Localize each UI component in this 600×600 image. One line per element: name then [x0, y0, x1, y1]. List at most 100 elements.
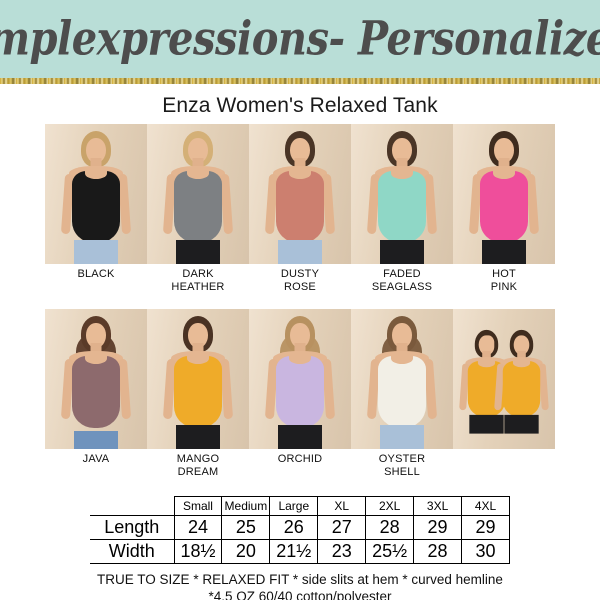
color-photo-dark-heather[interactable]: [147, 124, 249, 264]
model-bottoms: [74, 240, 118, 264]
size-table-row: Width 18½ 20 21½ 23 25½ 28 30: [90, 539, 510, 564]
model-bottoms: [380, 425, 424, 449]
size-measurement-cell: 18½: [173, 539, 223, 564]
model-bottoms: [176, 425, 220, 449]
model-neck: [482, 350, 491, 361]
color-label: HOT PINK: [453, 268, 555, 293]
color-label-line: HOT: [492, 268, 516, 280]
tank-garment: [378, 356, 426, 428]
model-neck: [294, 158, 306, 170]
model-face: [188, 323, 208, 348]
model-neck: [192, 158, 204, 170]
model-bottoms: [504, 414, 539, 434]
size-table-row: Length 24 25 26 27 28 29 29: [90, 515, 510, 540]
model-face: [86, 323, 106, 348]
color-photo-mango-dream[interactable]: [147, 309, 249, 449]
model-neck: [396, 158, 408, 170]
color-label-line: ROSE: [284, 280, 316, 293]
tank-garment: [276, 356, 324, 428]
model-figure: [249, 309, 351, 449]
model-face: [513, 335, 530, 355]
color-label-line: HEATHER: [171, 280, 225, 293]
size-measurement-cell: 25½: [365, 539, 415, 564]
tank-garment: [378, 171, 426, 243]
model-face: [290, 323, 310, 348]
size-table: Small Medium Large XL 2XL 3XL 4XL Length 24 25 26…: [90, 496, 510, 564]
model-bottoms: [278, 425, 322, 449]
color-label-line: DUSTY: [280, 268, 320, 280]
model-bottoms: [278, 240, 322, 264]
color-label-row-1: BLACK DARK HEATHER DUSTY ROSE FADED SEAGLASS HO…: [45, 264, 555, 293]
model-bottoms: [380, 240, 424, 264]
tank-garment: [72, 356, 120, 428]
gold-glitter-divider: [0, 78, 600, 84]
model-figure: [351, 309, 453, 449]
model-face: [86, 138, 106, 163]
color-photo-hot-pink[interactable]: [453, 124, 555, 264]
color-photo-oyster-shell[interactable]: [351, 309, 453, 449]
color-label: BLACK: [45, 268, 147, 293]
model-face: [494, 138, 514, 163]
color-photo-orchid[interactable]: [249, 309, 351, 449]
model-face: [392, 138, 412, 163]
model-face: [392, 323, 412, 348]
size-measurement-cell: 26: [269, 515, 319, 540]
size-column-header: Large: [269, 496, 319, 516]
model-bottoms: [469, 414, 504, 434]
color-label-line: DREAM: [177, 465, 219, 478]
model-figure: [249, 124, 351, 264]
color-label-line: FADED: [383, 268, 421, 280]
color-label-line: PINK: [490, 280, 518, 293]
model-figure: [453, 124, 555, 264]
color-photo-row-2: [45, 309, 555, 449]
product-notes-line-2: *4.5 OZ 60/40 cotton/polyester: [208, 589, 392, 600]
size-table-body: Length 24 25 26 27 28 29 29 Width 18½ 20 21½ 23 25½ 28…: [90, 515, 510, 564]
size-column-header: 4XL: [461, 496, 510, 516]
model-neck: [517, 350, 526, 361]
color-photo-black[interactable]: [45, 124, 147, 264]
color-label-line: OYSTER: [378, 453, 426, 465]
size-measurement-cell: 29: [461, 515, 510, 540]
model-neck: [498, 158, 510, 170]
model-figure: [45, 309, 147, 449]
model-figure: [45, 124, 147, 264]
color-label-line: BLACK: [77, 268, 115, 280]
size-column-header: 3XL: [413, 496, 463, 516]
model-neck: [192, 343, 204, 355]
color-label-line: SEAGLASS: [371, 280, 433, 293]
size-measurement-cell: 28: [413, 539, 463, 564]
size-column-header: Small: [173, 496, 223, 516]
model-bottoms: [74, 431, 118, 449]
brand-banner: Simplexpressions- Personalized!: [0, 0, 600, 78]
tank-garment: [276, 171, 324, 243]
size-measurement-cell: 24: [173, 515, 223, 540]
tank-garment: [174, 171, 222, 243]
color-label: JAVA: [45, 453, 147, 478]
color-photo-faded-seaglass[interactable]: [351, 124, 453, 264]
size-column-header: XL: [317, 496, 367, 516]
model-face: [188, 138, 208, 163]
model-neck: [90, 158, 102, 170]
color-label-line: DARK: [182, 268, 214, 280]
color-photo-detail-views[interactable]: [453, 309, 555, 449]
color-label: DARK HEATHER: [147, 268, 249, 293]
color-photo-java[interactable]: [45, 309, 147, 449]
tank-garment: [502, 361, 541, 418]
model-figure: [147, 124, 249, 264]
color-label-row-2: JAVA MANGO DREAM ORCHID OYSTER SHELL: [45, 449, 555, 478]
tank-garment: [72, 171, 120, 243]
color-photo-dusty-rose[interactable]: [249, 124, 351, 264]
model-neck: [294, 343, 306, 355]
color-label: FADED SEAGLASS: [351, 268, 453, 293]
color-photo-row-1: [45, 124, 555, 264]
model-neck: [396, 343, 408, 355]
size-measurement-cell: 30: [461, 539, 510, 564]
size-table-corner-cell: [90, 496, 175, 516]
model-bottoms: [176, 240, 220, 264]
tank-garment: [480, 171, 528, 243]
color-label: [453, 453, 555, 478]
color-label-line: MANGO: [176, 453, 220, 465]
color-label-line: ORCHID: [277, 453, 323, 465]
brand-name: Simplexpressions- Personalized!: [0, 10, 600, 66]
